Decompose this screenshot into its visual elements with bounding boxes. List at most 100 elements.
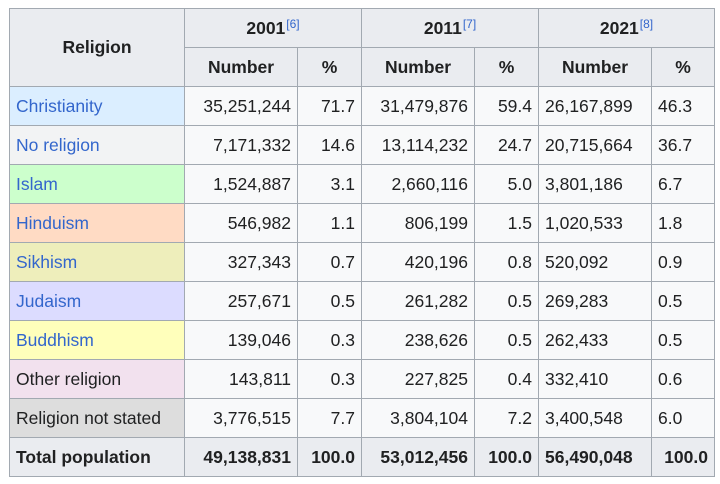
religion-link[interactable]: Christianity [16,95,103,116]
number-2011: 806,199 [361,203,475,243]
number-2021: 20,715,664 [538,125,652,165]
religion-link[interactable]: No religion [16,134,100,155]
religion-cell: Other religion [9,359,185,399]
number-2011: 31,479,876 [361,86,475,126]
year-header-2021: 2021[8] [538,8,715,48]
number-2021: 3,400,548 [538,398,652,438]
number-2021: 332,410 [538,359,652,399]
number-2001: 7,171,332 [184,125,298,165]
percent-column-header: % [297,47,362,87]
religion-label: Other religion [16,368,122,389]
number-2021: 1,020,533 [538,203,652,243]
religion-cell: Religion not stated [9,398,185,438]
number-2001: 3,776,515 [184,398,298,438]
number-column-header: Number [538,47,652,87]
table-row: Judaism 257,671 0.5 261,282 0.5 269,283 0.5 [9,281,715,321]
table-row: Islam 1,524,887 3.1 2,660,116 5.0 3,801,186 6.… [9,164,715,204]
number-2011: 2,660,116 [361,164,475,204]
year-label: 2001 [246,18,286,38]
percent-2021: 1.8 [651,203,715,243]
year-header-row: Religion 2001[6] 2011[7] 2021[8] [9,8,715,87]
religion-column-header: Religion [9,8,185,87]
percent-2011: 0.8 [474,242,539,282]
total-percent-2011: 100.0 [474,437,539,477]
religion-cell: Christianity [9,86,185,126]
percent-2011: 0.4 [474,359,539,399]
religion-census-table: Religion 2001[6] 2011[7] 2021[8] Number … [9,8,715,477]
sub-header-row: Number % Number % Number % [10,47,715,87]
religion-link[interactable]: Judaism [16,290,82,311]
percent-2011: 24.7 [474,125,539,165]
table-row: Buddhism 139,046 0.3 238,626 0.5 262,433 0.5 [9,320,715,360]
number-2021: 26,167,899 [538,86,652,126]
percent-2011: 0.5 [474,320,539,360]
total-number-2011: 53,012,456 [361,437,475,477]
religion-cell: No religion [9,125,185,165]
table-row: Sikhism 327,343 0.7 420,196 0.8 520,092 0.9 [9,242,715,282]
percent-2001: 0.5 [297,281,362,321]
year-header-2011: 2011[7] [361,8,539,48]
number-2001: 1,524,887 [184,164,298,204]
number-2001: 546,982 [184,203,298,243]
number-2001: 35,251,244 [184,86,298,126]
table-row: Other religion 143,811 0.3 227,825 0.4 332,41… [9,359,715,399]
percent-2021: 6.0 [651,398,715,438]
religion-cell: Sikhism [9,242,185,282]
number-2021: 262,433 [538,320,652,360]
religion-link[interactable]: Buddhism [16,329,94,350]
year-label: 2021 [599,18,639,38]
religion-label: Religion not stated [16,407,161,428]
percent-2001: 1.1 [297,203,362,243]
total-percent-2001: 100.0 [297,437,362,477]
total-label: Total population [9,437,185,477]
number-2011: 3,804,104 [361,398,475,438]
number-2011: 13,114,232 [361,125,475,165]
number-2021: 3,801,186 [538,164,652,204]
percent-2021: 36.7 [651,125,715,165]
number-2001: 139,046 [184,320,298,360]
religion-link[interactable]: Hinduism [16,212,89,233]
religion-cell: Judaism [9,281,185,321]
citation-link[interactable]: [6] [286,17,300,31]
religion-cell: Islam [9,164,185,204]
citation-link[interactable]: [8] [639,17,654,31]
percent-column-header: % [651,47,715,87]
religion-cell: Buddhism [9,320,185,360]
number-column-header: Number [361,47,475,87]
total-number-2001: 49,138,831 [184,437,298,477]
percent-2011: 59.4 [474,86,539,126]
religion-link[interactable]: Sikhism [16,251,78,272]
number-2021: 520,092 [538,242,652,282]
table-row: Religion not stated 3,776,515 7.7 3,804,104… [9,398,715,438]
number-2001: 143,811 [184,359,298,399]
percent-2011: 0.5 [474,281,539,321]
number-2011: 420,196 [361,242,475,282]
number-2001: 257,671 [184,281,298,321]
number-2001: 327,343 [184,242,298,282]
percent-2001: 0.3 [297,320,362,360]
table-row: Christianity 35,251,244 71.7 31,479,876 59.4… [9,86,715,126]
year-label: 2011 [423,18,462,38]
percent-2001: 14.6 [297,125,362,165]
religion-cell: Hinduism [9,203,185,243]
total-row: Total population 49,138,831 100.0 53,012… [9,437,715,477]
percent-2021: 6.7 [651,164,715,204]
number-2011: 238,626 [361,320,475,360]
percent-2001: 0.7 [297,242,362,282]
religion-link[interactable]: Islam [16,173,58,194]
citation-link[interactable]: [7] [462,17,477,31]
percent-2021: 46.3 [651,86,715,126]
percent-2021: 0.5 [651,320,715,360]
percent-2001: 0.3 [297,359,362,399]
total-percent-2021: 100.0 [651,437,715,477]
year-header-2001: 2001[6] [184,8,362,48]
percent-2021: 0.9 [651,242,715,282]
number-column-header: Number [184,47,298,87]
number-2011: 227,825 [361,359,475,399]
percent-2011: 5.0 [474,164,539,204]
percent-2001: 3.1 [297,164,362,204]
percent-2021: 0.5 [651,281,715,321]
percent-2001: 71.7 [297,86,362,126]
percent-2011: 7.2 [474,398,539,438]
percent-2011: 1.5 [474,203,539,243]
